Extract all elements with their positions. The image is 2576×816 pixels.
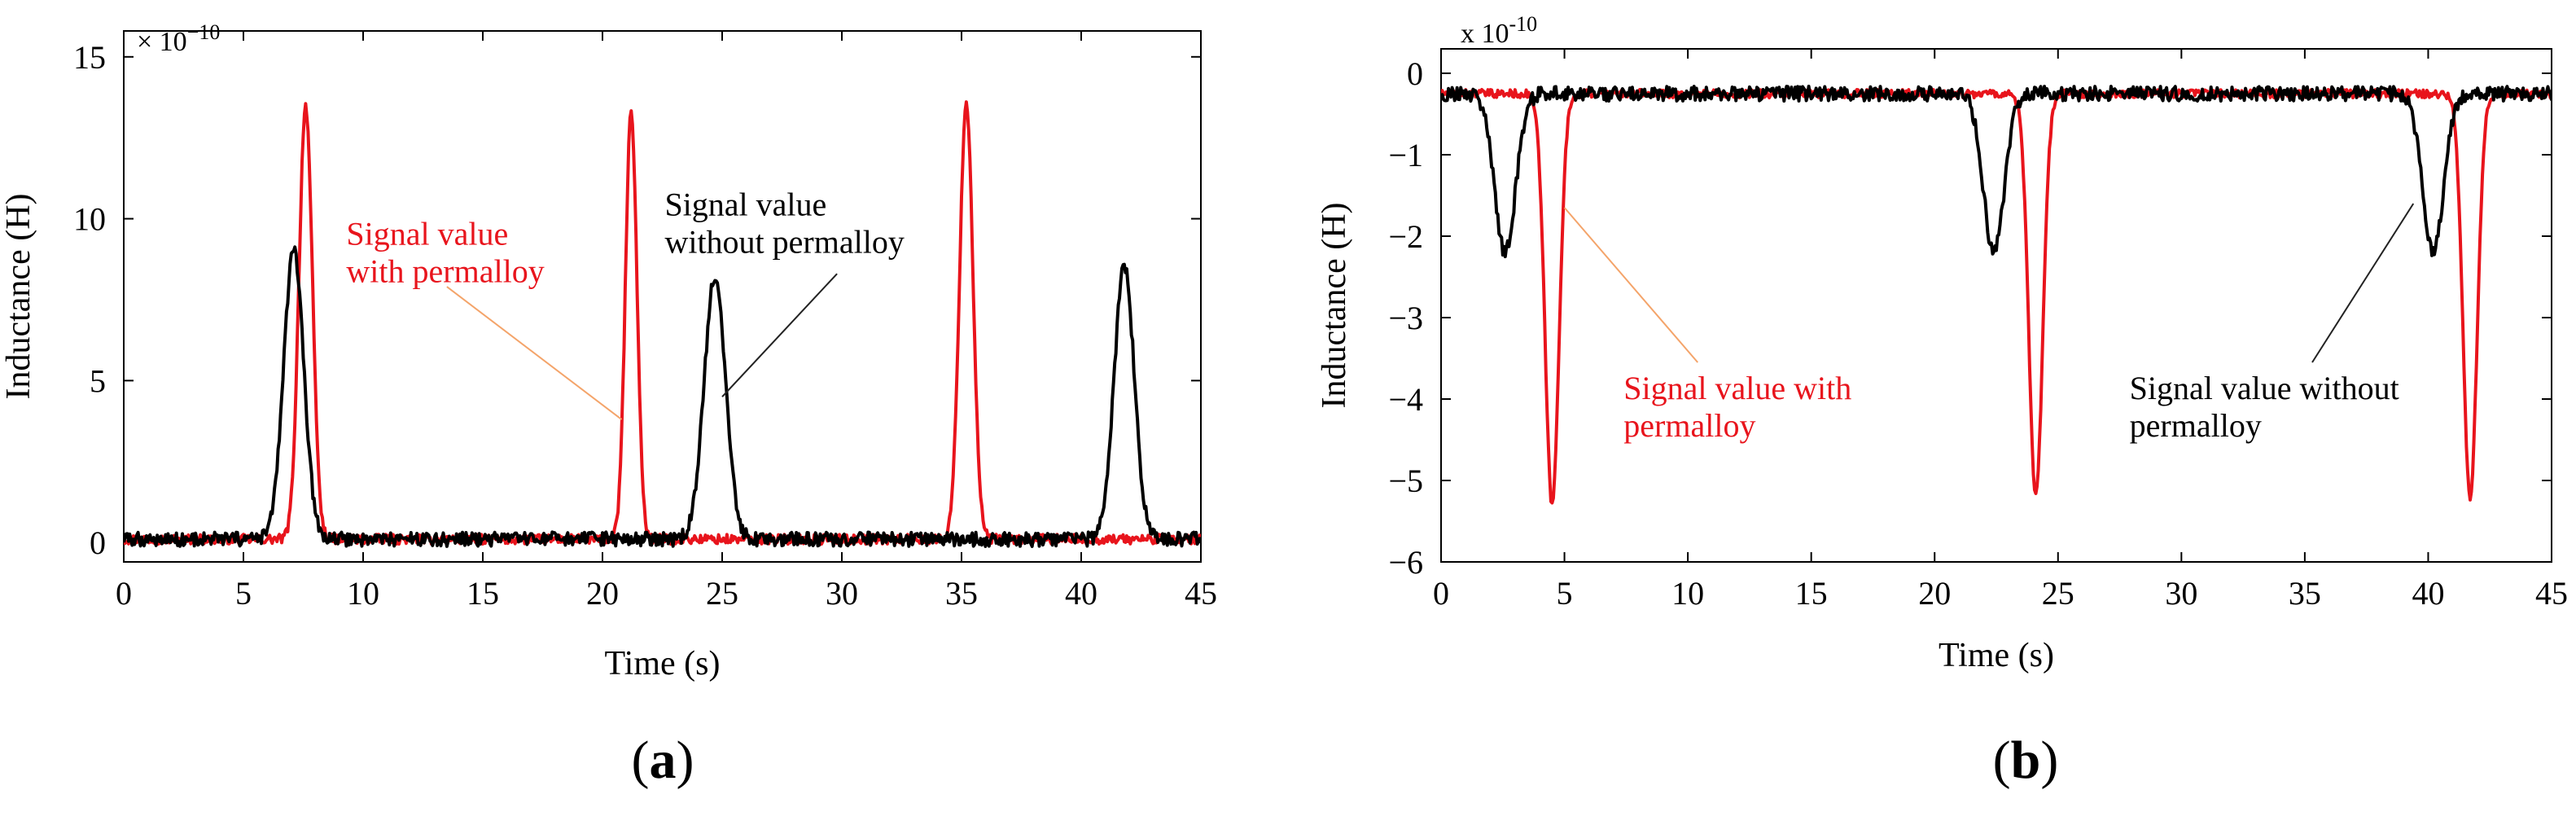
plot-frame xyxy=(123,30,1202,563)
axis-exponent: × 10−10 xyxy=(137,20,220,57)
x-tick-label: 5 xyxy=(235,575,252,612)
axis-exponent: x 10-10 xyxy=(1461,12,1537,49)
y-tick-label: 0 xyxy=(90,524,106,561)
x-tick-label: 0 xyxy=(116,575,132,612)
x-tick-label: 15 xyxy=(467,575,499,612)
x-tick-label: 35 xyxy=(945,575,978,612)
x-tick-label: 20 xyxy=(586,575,619,612)
y-tick-label: −3 xyxy=(1388,300,1423,336)
annotation-with-permalloy: Signal value with permalloy xyxy=(1623,370,1851,444)
x-tick-label: 0 xyxy=(1433,575,1449,612)
series-line-without-permalloy xyxy=(1441,85,2552,259)
y-axis-label: Inductance (H) xyxy=(0,193,37,399)
x-tick-label: 45 xyxy=(1185,575,1217,612)
annotation-without-permalloy: Signal value without permalloy xyxy=(664,186,904,261)
annotation-leader-line xyxy=(721,273,838,397)
x-tick-label: 40 xyxy=(1065,575,1097,612)
y-tick-label: −1 xyxy=(1388,137,1423,173)
panel-label: (b) xyxy=(1993,730,2059,790)
y-tick-label: 5 xyxy=(90,362,106,399)
chart-a: 0 5 10 15 20 25 30 35 40 45 0 5 10 15 × 10−10 Time (s) I… xyxy=(0,20,1217,790)
annotation-leader-line xyxy=(446,286,623,420)
plot-frame xyxy=(1440,48,2552,563)
y-tick-label: −6 xyxy=(1388,544,1423,581)
series-line-with-permalloy xyxy=(1441,88,2552,505)
chart-b: 0 5 10 15 20 25 30 35 40 45 0 −1 −2 −3 −4 −5 −6 x 10-10 Ti… xyxy=(1316,12,2568,790)
y-tick-label: −2 xyxy=(1388,218,1423,255)
panel-label: (a) xyxy=(632,730,694,790)
annotation-leader-line xyxy=(1563,207,1698,363)
x-axis-label: Time (s) xyxy=(605,645,721,682)
x-tick-label: 25 xyxy=(2042,575,2074,612)
x-axis-label: Time (s) xyxy=(1939,637,2054,674)
x-tick-label: 25 xyxy=(706,575,738,612)
x-tick-label: 30 xyxy=(2165,575,2197,612)
annotation-with-permalloy: Signal value with permalloy xyxy=(346,215,544,289)
annotation-without-permalloy: Signal value without permalloy xyxy=(2130,370,2399,444)
series-line-without-permalloy xyxy=(124,245,1201,548)
y-tick-label: 0 xyxy=(1407,55,1423,92)
x-tick-label: 20 xyxy=(1918,575,1951,612)
annotation-leader-line xyxy=(2311,203,2415,363)
y-tick-label: −4 xyxy=(1388,381,1423,418)
x-tick-label: 10 xyxy=(347,575,379,612)
y-tick-label: 15 xyxy=(73,39,106,76)
x-tick-label: 10 xyxy=(1671,575,1704,612)
x-tick-label: 45 xyxy=(2535,575,2568,612)
x-tick-label: 5 xyxy=(1557,575,1573,612)
x-tick-label: 15 xyxy=(1795,575,1828,612)
x-tick-label: 40 xyxy=(2412,575,2444,612)
x-tick-label: 30 xyxy=(826,575,858,612)
y-tick-label: −5 xyxy=(1388,463,1423,499)
y-tick-label: 10 xyxy=(73,201,106,238)
y-axis-label: Inductance (H) xyxy=(1316,202,1353,408)
x-tick-label: 35 xyxy=(2289,575,2321,612)
